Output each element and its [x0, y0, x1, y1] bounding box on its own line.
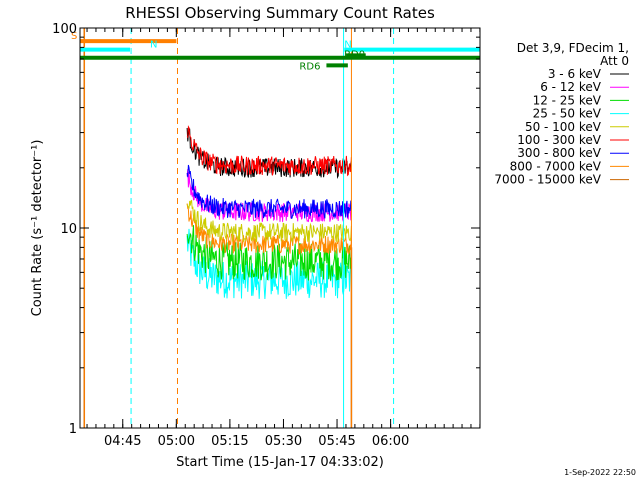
series-line-7 [186, 164, 352, 220]
axes: 04:45 05:00 05:15 05:30 05:45 06:00 1 10 100 [52, 22, 481, 449]
y-axis-label: Count Rate (s⁻¹ detector⁻¹) [30, 140, 45, 317]
legend-label-9: 7000 - 15000 keV [494, 173, 601, 187]
x-axis-label: Start Time (15-Jan-17 04:33:02) [176, 455, 384, 470]
legend-label-3: 12 - 25 keV [533, 93, 602, 107]
x-tick-label-5: 05:45 [318, 434, 355, 449]
chart-title: RHESSI Observing Summary Count Rates [125, 4, 435, 22]
legend-label-7: 300 - 800 keV [517, 146, 601, 160]
legend-header-line-1: Det 3,9, FDecim 1, [517, 41, 629, 55]
flag-label-3: N [344, 40, 351, 51]
legend-label-8: 800 - 7000 keV [510, 159, 602, 173]
flag-bars: S N N RD6 RD0 [71, 31, 480, 72]
series-line-5 [186, 199, 352, 244]
legend-label-4: 25 - 50 keV [533, 107, 602, 121]
series-line-3 [186, 225, 352, 281]
flag-label-2: N [150, 40, 157, 51]
legend-label-5: 50 - 100 keV [525, 120, 602, 134]
y-tick-label-2: 10 [60, 222, 77, 237]
y-tick-label-3: 100 [52, 22, 77, 37]
flag-label-6: RD0 [344, 49, 365, 60]
x-tick-label-2: 05:00 [158, 434, 195, 449]
flag-label-1: S [71, 31, 77, 42]
y-tick-label-1: 1 [69, 422, 77, 437]
plot-area [80, 28, 480, 428]
series-line-6 [186, 125, 352, 177]
x-tick-label-4: 05:30 [265, 434, 302, 449]
legend-label-6: 100 - 300 keV [517, 133, 601, 147]
legend-header-line-2: Att 0 [600, 54, 629, 68]
series-line-4 [186, 228, 352, 300]
x-tick-label-1: 04:45 [104, 434, 141, 449]
vertical-markers [83, 28, 395, 428]
legend-label-1: 3 - 6 keV [548, 67, 602, 81]
x-tick-label-3: 05:15 [211, 434, 248, 449]
footer-timestamp: 1-Sep-2022 22:50 [564, 468, 636, 477]
legend-label-2: 6 - 12 keV [540, 80, 602, 94]
flag-label-5: RD6 [299, 61, 320, 72]
plot-background [80, 28, 480, 428]
series-line-8 [186, 203, 352, 256]
series-line-2 [186, 169, 352, 223]
x-tick-label-6: 06:00 [372, 434, 409, 449]
